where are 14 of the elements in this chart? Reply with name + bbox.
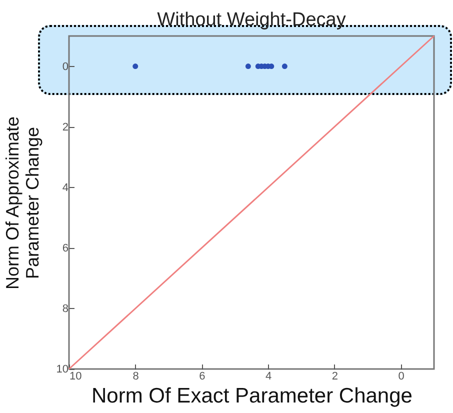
y-tick-label: 8 — [62, 302, 68, 315]
x-tick-label: 10 — [70, 370, 82, 382]
x-tick-label: 8 — [132, 370, 139, 382]
x-tick-label: 4 — [266, 370, 272, 382]
chart-title: Without Weight-Decay — [157, 9, 346, 30]
y-tick-label: 4 — [62, 182, 68, 194]
y-tick-label: 2 — [62, 121, 68, 134]
y-tick-label: 0 — [62, 60, 68, 73]
x-tick-label: 6 — [199, 370, 206, 382]
y-tick-label: 6 — [62, 242, 68, 254]
y-axis-title: Norm Of Approximate Parameter Change — [2, 116, 42, 290]
x-tick-label: 2 — [332, 370, 338, 382]
x-axis-title: Norm Of Exact Parameter Change — [92, 384, 412, 408]
x-tick-label: 0 — [398, 370, 404, 382]
